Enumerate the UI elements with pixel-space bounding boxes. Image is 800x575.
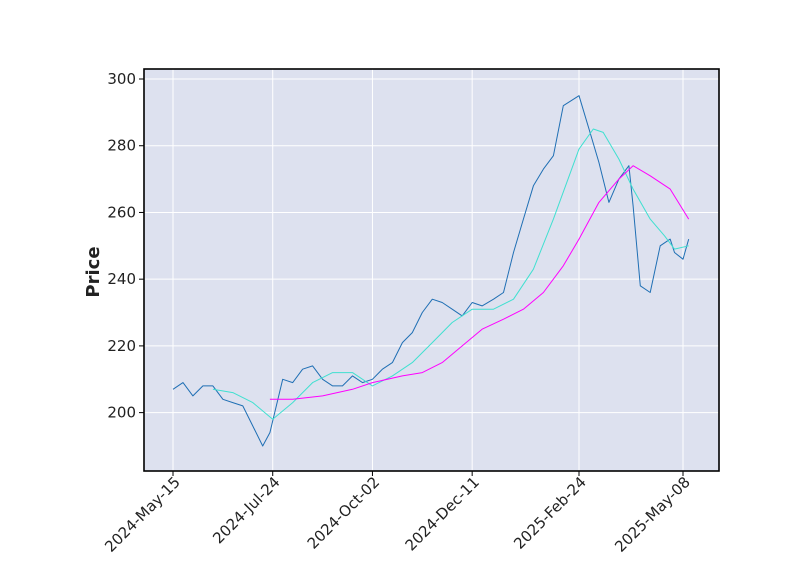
y-tick-label: 220 — [107, 337, 136, 355]
x-tick-label: 2025-Feb-24 — [510, 473, 590, 553]
series-lines — [172, 95, 690, 447]
y-tick-label: 200 — [107, 404, 136, 422]
y-axis-title: Price — [83, 246, 104, 297]
x-tick-label: 2024-May-15 — [101, 473, 184, 556]
plot-background — [144, 69, 719, 471]
plot-frame — [143, 68, 720, 472]
ma-short-line — [212, 128, 689, 420]
x-tick-label: 2024-Oct-02 — [304, 473, 384, 553]
ma-long-line — [269, 165, 690, 400]
y-tick-label: 300 — [107, 70, 136, 88]
y-tick-label: 260 — [107, 203, 136, 221]
grid-lines — [144, 69, 719, 471]
x-tick-label: 2024-Jul-24 — [209, 473, 283, 547]
x-tick-label: 2025-May-08 — [611, 473, 694, 556]
x-tick-label: 2024-Dec-11 — [402, 473, 483, 554]
y-tick-label: 240 — [107, 270, 136, 288]
y-tick-label: 280 — [107, 137, 136, 155]
